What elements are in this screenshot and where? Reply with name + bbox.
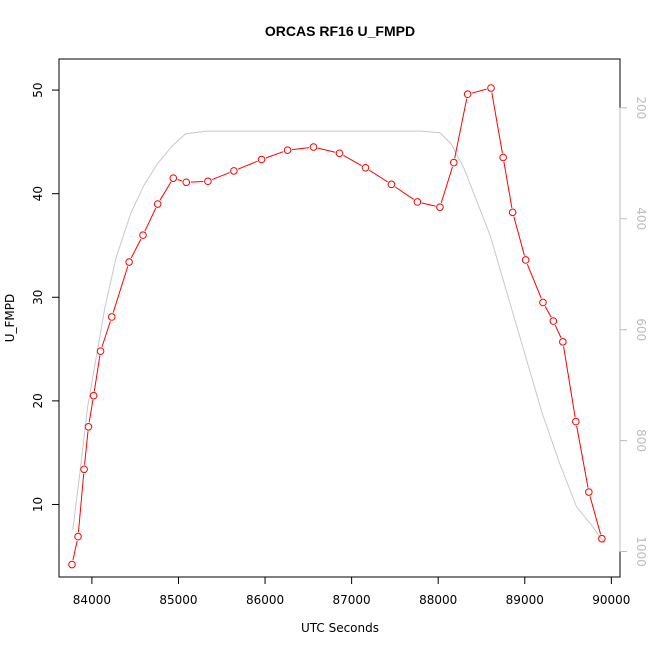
x-tick-label: 84000 xyxy=(73,593,111,607)
series-segment xyxy=(368,169,388,183)
series-segment xyxy=(563,346,576,418)
series-segment xyxy=(211,172,230,181)
series-segment xyxy=(112,266,129,313)
altitude-line xyxy=(72,130,605,544)
plot-frame xyxy=(58,58,621,578)
data-point xyxy=(309,143,318,151)
series-segment xyxy=(77,473,85,533)
y-axis-label: U_FMPD xyxy=(3,294,17,343)
y-tick-label: 10 xyxy=(31,497,45,512)
data-point xyxy=(463,90,472,99)
y2-tick-label: 1000 xyxy=(634,536,648,567)
data-point xyxy=(74,532,82,541)
data-point xyxy=(257,155,266,164)
x-tick-label: 90000 xyxy=(592,593,630,607)
data-point xyxy=(96,347,105,355)
x-tick-label: 85000 xyxy=(159,593,197,607)
data-point xyxy=(89,391,98,400)
chart-title: ORCAS RF16 U_FMPD xyxy=(265,23,415,39)
data-point xyxy=(204,177,212,186)
data-point xyxy=(387,180,396,189)
series-segment xyxy=(454,98,468,159)
series-segment xyxy=(317,147,336,153)
y2-tick-label: 800 xyxy=(634,429,648,452)
series-layer xyxy=(68,84,606,569)
data-point xyxy=(169,174,178,182)
series-segment xyxy=(554,324,562,338)
series-segment xyxy=(503,161,513,208)
series-segment xyxy=(421,202,436,207)
series-segment xyxy=(84,431,89,465)
series-segment xyxy=(589,496,602,535)
series-segment xyxy=(265,151,284,159)
x-tick-label: 88000 xyxy=(419,593,457,607)
x-axis: 84000 85000 86000 87000 88000 89000 90000 xyxy=(73,576,630,607)
series-segment xyxy=(343,155,362,167)
data-point xyxy=(182,178,191,187)
series-segment xyxy=(237,160,258,170)
data-point xyxy=(499,153,507,162)
series-segment xyxy=(130,238,142,259)
y-axis-right: 200 400 600 800 1000 xyxy=(619,96,648,567)
data-point xyxy=(283,146,292,154)
series-segment xyxy=(526,263,542,299)
series-segment xyxy=(471,88,487,94)
series-segment xyxy=(440,166,453,203)
x-axis-label: UTC Seconds xyxy=(301,621,379,635)
data-point xyxy=(413,198,422,206)
data-point xyxy=(436,203,444,211)
y2-tick-label: 200 xyxy=(634,96,648,119)
data-point xyxy=(508,208,517,217)
data-point xyxy=(108,313,116,321)
y-tick-label: 50 xyxy=(31,82,45,97)
series-segment xyxy=(88,400,94,423)
data-point xyxy=(598,534,606,543)
data-point xyxy=(68,560,76,569)
series-segment xyxy=(177,179,183,182)
series-segment xyxy=(513,216,525,256)
y-tick-label: 30 xyxy=(31,290,45,305)
y2-tick-label: 600 xyxy=(634,318,648,341)
data-point xyxy=(80,465,88,474)
series-segment xyxy=(544,306,552,318)
data-point xyxy=(84,422,93,431)
data-point xyxy=(230,167,238,175)
y-tick-label: 40 xyxy=(31,186,45,201)
y2-tick-label: 400 xyxy=(634,207,648,230)
data-point xyxy=(449,158,458,167)
data-point xyxy=(335,149,344,158)
series-segment xyxy=(93,355,101,392)
data-point xyxy=(549,317,558,325)
series-segment xyxy=(72,540,78,561)
series-segment xyxy=(190,180,204,183)
series-segment xyxy=(159,181,172,201)
data-point xyxy=(139,231,147,239)
x-tick-label: 86000 xyxy=(246,593,284,607)
data-point xyxy=(559,338,567,346)
data-point xyxy=(572,417,580,426)
data-point xyxy=(539,298,547,307)
data-point xyxy=(153,200,162,208)
x-tick-label: 87000 xyxy=(333,593,371,607)
series-segment xyxy=(576,425,589,488)
series-segment xyxy=(101,321,111,348)
data-point xyxy=(585,488,593,496)
series-segment xyxy=(491,92,503,154)
series-segment xyxy=(291,147,310,151)
y-tick-label: 20 xyxy=(31,393,45,408)
x-tick-label: 89000 xyxy=(506,593,544,607)
data-point xyxy=(487,84,495,92)
data-point xyxy=(521,256,530,264)
y-axis-left: 10 20 30 40 50 xyxy=(31,82,60,512)
series-segment xyxy=(394,186,414,200)
series-segment xyxy=(144,207,157,232)
data-point xyxy=(125,258,133,266)
data-point xyxy=(361,163,370,172)
